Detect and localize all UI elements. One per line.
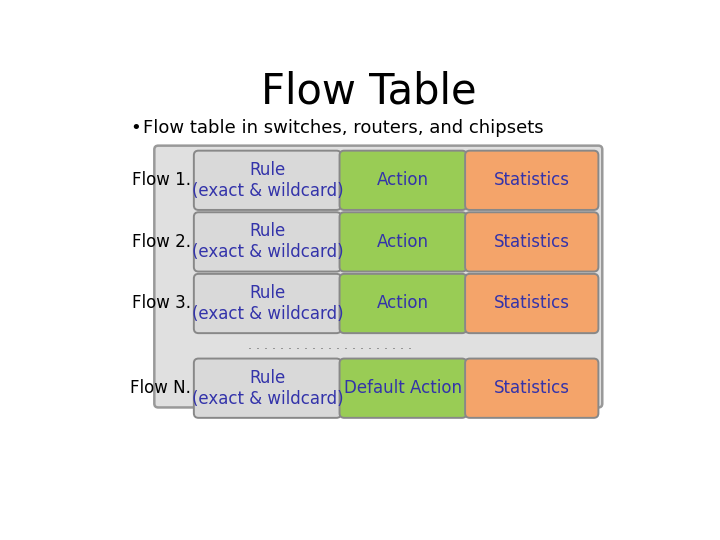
FancyBboxPatch shape xyxy=(465,359,598,418)
FancyBboxPatch shape xyxy=(465,212,598,272)
Text: Action: Action xyxy=(377,171,429,190)
Text: Flow Table: Flow Table xyxy=(261,71,477,113)
Text: Flow 2.: Flow 2. xyxy=(132,233,191,251)
Text: Rule
(exact & wildcard): Rule (exact & wildcard) xyxy=(192,284,343,323)
Text: Statistics: Statistics xyxy=(494,171,570,190)
Text: •: • xyxy=(130,119,141,137)
Text: Flow 3.: Flow 3. xyxy=(132,294,191,313)
FancyBboxPatch shape xyxy=(194,359,341,418)
FancyBboxPatch shape xyxy=(340,212,467,272)
FancyBboxPatch shape xyxy=(465,274,598,333)
Text: Rule
(exact & wildcard): Rule (exact & wildcard) xyxy=(192,369,343,408)
FancyBboxPatch shape xyxy=(194,212,341,272)
FancyBboxPatch shape xyxy=(340,274,467,333)
Text: Statistics: Statistics xyxy=(494,379,570,397)
FancyBboxPatch shape xyxy=(465,151,598,210)
Text: Statistics: Statistics xyxy=(494,294,570,313)
Text: Statistics: Statistics xyxy=(494,233,570,251)
Text: Action: Action xyxy=(377,233,429,251)
Text: Rule
(exact & wildcard): Rule (exact & wildcard) xyxy=(192,222,343,261)
FancyBboxPatch shape xyxy=(154,146,602,408)
Text: Default Action: Default Action xyxy=(344,379,462,397)
FancyBboxPatch shape xyxy=(340,151,467,210)
Text: Flow N.: Flow N. xyxy=(130,379,191,397)
Text: Rule
(exact & wildcard): Rule (exact & wildcard) xyxy=(192,161,343,200)
Text: . . . . . . . . . . . . . . . . . . . . .: . . . . . . . . . . . . . . . . . . . . … xyxy=(248,339,413,353)
Text: Flow table in switches, routers, and chipsets: Flow table in switches, routers, and chi… xyxy=(143,119,544,137)
Text: Flow 1.: Flow 1. xyxy=(132,171,191,190)
Text: Action: Action xyxy=(377,294,429,313)
FancyBboxPatch shape xyxy=(194,274,341,333)
FancyBboxPatch shape xyxy=(340,359,467,418)
FancyBboxPatch shape xyxy=(194,151,341,210)
